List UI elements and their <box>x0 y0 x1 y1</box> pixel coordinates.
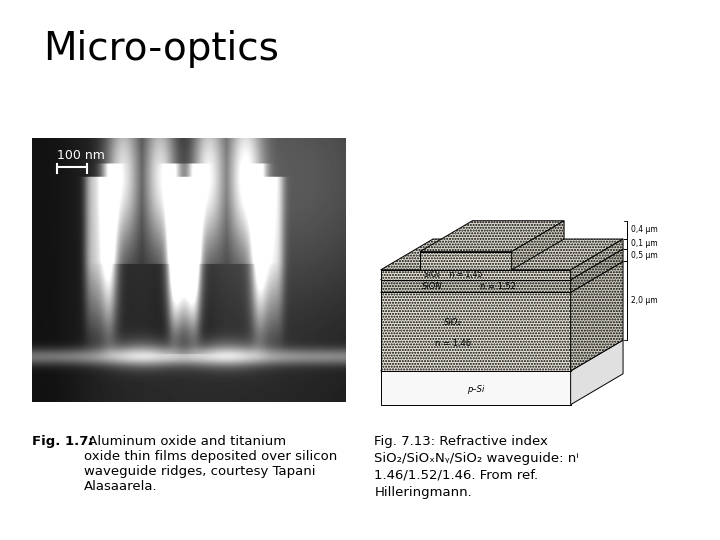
Text: n = 1,52: n = 1,52 <box>480 281 516 291</box>
Polygon shape <box>381 261 623 292</box>
Polygon shape <box>571 249 623 292</box>
Polygon shape <box>571 261 623 371</box>
Bar <box>381 292 571 371</box>
Text: 0,1 μm: 0,1 μm <box>631 239 657 248</box>
Bar <box>420 252 512 270</box>
Text: 2,0 μm: 2,0 μm <box>631 296 657 305</box>
Text: Micro-optics: Micro-optics <box>43 30 279 68</box>
Polygon shape <box>420 221 564 252</box>
Text: Fig. 7.13: Refractive index
SiO₂/SiOₓNᵧ/SiO₂ waveguide: nⁱ
1.46/1.52/1.46. From : Fig. 7.13: Refractive index SiO₂/SiOₓNᵧ/… <box>374 435 579 499</box>
Polygon shape <box>571 340 623 404</box>
Text: SiO₂    n = 1,45: SiO₂ n = 1,45 <box>423 271 482 279</box>
Text: Fig. 1.7:: Fig. 1.7: <box>32 435 94 448</box>
Text: SiO₂: SiO₂ <box>444 318 462 327</box>
Text: n = 1,46: n = 1,46 <box>435 339 471 348</box>
Bar <box>381 280 571 292</box>
Text: 0,4 μm: 0,4 μm <box>631 225 657 234</box>
Bar <box>381 270 571 280</box>
Text: 100 nm: 100 nm <box>58 148 105 161</box>
Text: SiON: SiON <box>422 281 442 291</box>
Polygon shape <box>381 340 623 371</box>
Polygon shape <box>381 239 623 270</box>
Text: 0,5 μm: 0,5 μm <box>631 251 657 260</box>
Text: Aluminum oxide and titanium
oxide thin films deposited over silicon
waveguide ri: Aluminum oxide and titanium oxide thin f… <box>84 435 338 492</box>
Polygon shape <box>571 239 623 280</box>
Bar <box>381 371 571 404</box>
Text: p–Si: p–Si <box>467 385 485 394</box>
Polygon shape <box>381 249 623 280</box>
Polygon shape <box>512 221 564 270</box>
